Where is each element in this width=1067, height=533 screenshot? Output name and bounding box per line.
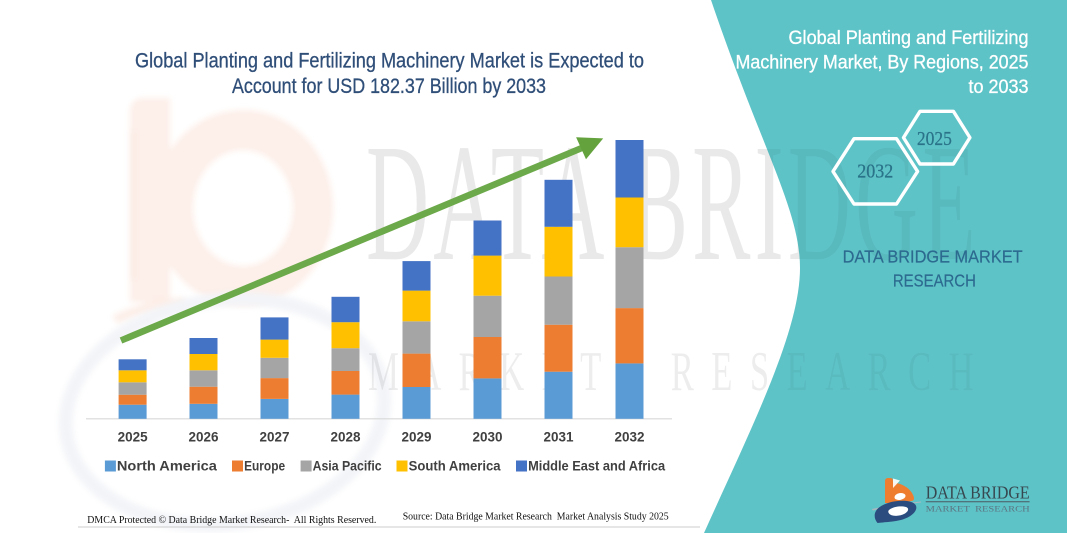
svg-text:DATA BRIDGE: DATA BRIDGE	[926, 483, 1030, 503]
svg-text:2029: 2029	[402, 429, 432, 445]
svg-text:MARKET RESEARCH: MARKET RESEARCH	[926, 505, 1030, 514]
svg-text:Europe: Europe	[244, 457, 285, 473]
svg-text:2031: 2031	[544, 429, 574, 445]
svg-text:Asia Pacific: Asia Pacific	[313, 457, 382, 473]
svg-text:Machinery Market, By Regions,: Machinery Market, By Regions, 2025	[736, 52, 1029, 73]
svg-text:2030: 2030	[473, 429, 503, 445]
svg-text:Account for USD 182.37 Billion: Account for USD 182.37 Billion by 2033	[232, 74, 546, 98]
svg-text:DMCA Protected © Data Bridge M: DMCA Protected © Data Bridge Market Rese…	[87, 514, 376, 526]
svg-text:DATA BRIDGE MARKET: DATA BRIDGE MARKET	[843, 247, 1023, 267]
svg-text:Source: Data Bridge Market Res: Source: Data Bridge Market Research Mark…	[403, 511, 669, 523]
svg-text:2032: 2032	[615, 429, 645, 445]
svg-text:South America: South America	[409, 457, 501, 473]
svg-text:to 2033: to 2033	[969, 77, 1029, 98]
svg-text:North America: North America	[117, 457, 217, 473]
svg-text:2026: 2026	[189, 429, 219, 445]
svg-text:2025: 2025	[118, 429, 148, 445]
svg-text:2025: 2025	[917, 128, 952, 150]
svg-text:Middle East and Africa: Middle East and Africa	[528, 457, 665, 473]
svg-text:2028: 2028	[331, 429, 361, 445]
svg-text:Global Planting and Fertilizin: Global Planting and Fertilizing Machiner…	[135, 49, 644, 73]
svg-text:2027: 2027	[260, 429, 290, 445]
svg-text:RESEARCH: RESEARCH	[893, 271, 976, 291]
svg-text:2032: 2032	[857, 161, 893, 183]
svg-text:Global Planting and Fertilizin: Global Planting and Fertilizing	[789, 28, 1029, 49]
